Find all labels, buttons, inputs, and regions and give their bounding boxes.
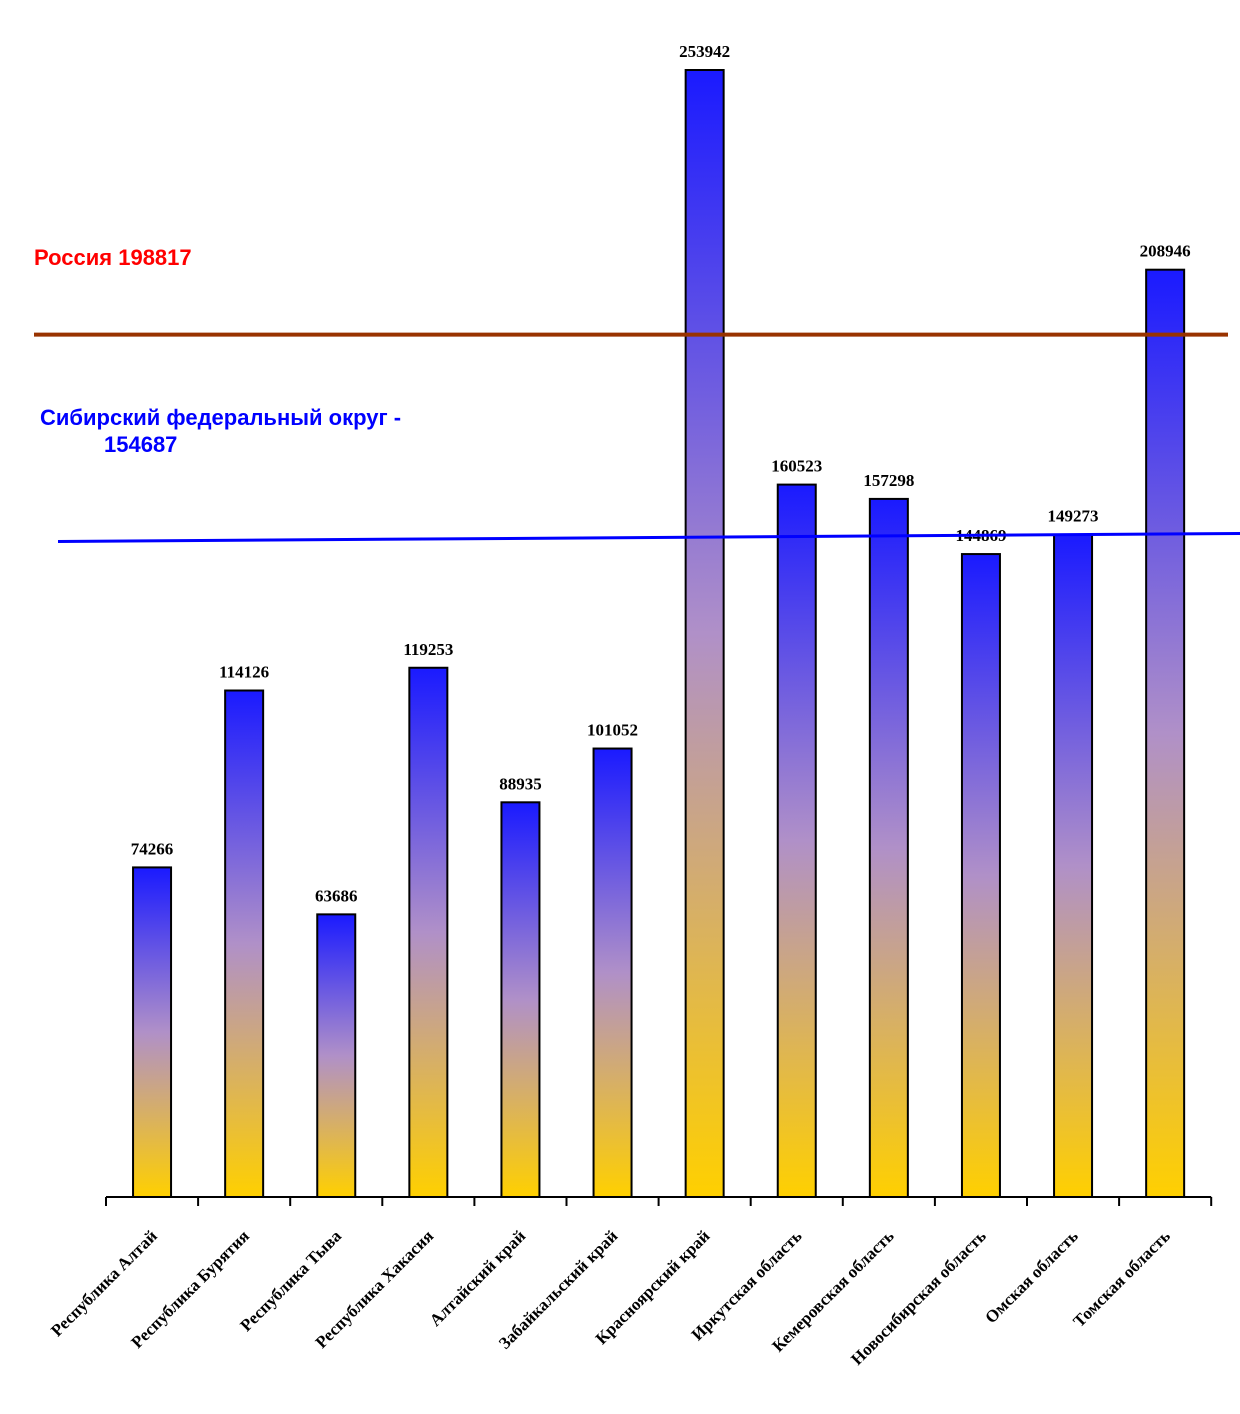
sfo-reference-line [57,531,1240,543]
bar [316,913,357,1198]
bars-group: 74266 114126 63686 119253 88935 101052 253942 1… [131,42,1191,1199]
reference-lines [34,332,1240,543]
data-label: 74266 [131,839,174,858]
bar [776,483,817,1198]
tick-label: Омская область [981,1226,1082,1327]
data-label: 149273 [1048,507,1099,526]
tick-label: Томская область [1069,1226,1174,1331]
data-label: 157298 [863,471,914,490]
tick-label: Алтайский край [426,1226,530,1330]
data-label: 88935 [499,774,542,793]
bar [500,801,541,1198]
data-label: 119253 [403,640,453,659]
data-label: 63686 [315,886,358,905]
bar [592,747,633,1198]
bar [868,497,909,1198]
bar [408,666,449,1198]
bar [960,553,1001,1198]
sfo-label-line1: Сибирский федеральный округ - [40,405,402,430]
bar [1145,268,1186,1199]
data-label: 101052 [587,721,638,740]
sfo-label-line2: 154687 [104,432,178,457]
data-label: 208946 [1140,242,1191,261]
bar [1053,533,1094,1198]
bar [132,866,173,1198]
russia-reference-label: Россия 198817 [34,245,192,270]
sfo-reference-label: Сибирский федеральный округ - 154687 [40,404,401,458]
data-label: 253942 [679,42,730,61]
bar [224,689,265,1199]
data-label: 160523 [771,457,822,476]
bar [684,69,725,1198]
tick-label: Республика Тыва [236,1226,345,1335]
data-label: 114126 [219,663,269,682]
